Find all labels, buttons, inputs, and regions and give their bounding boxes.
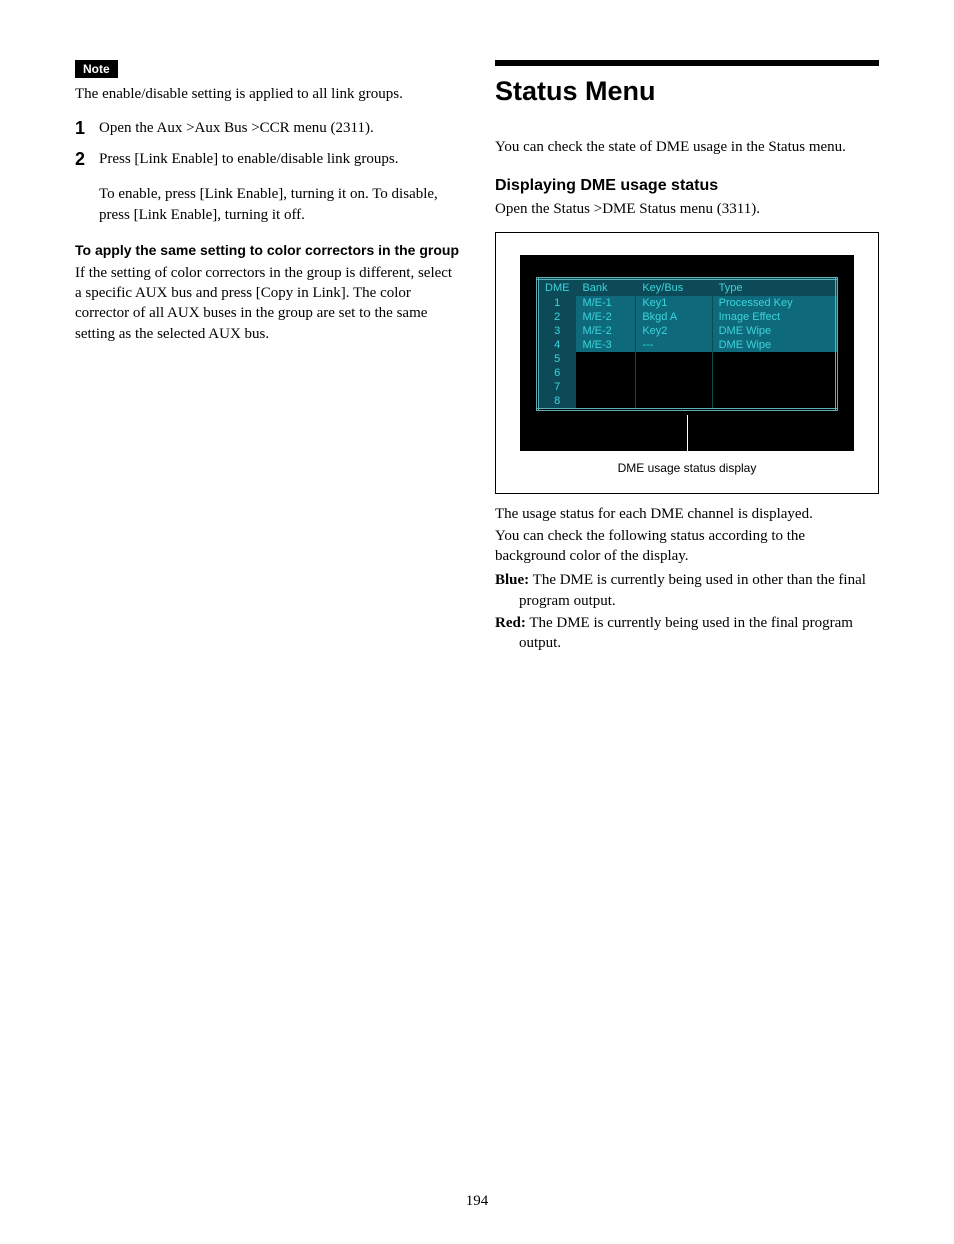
step-text: Open the Aux >Aux Bus >CCR menu (2311).: [99, 118, 459, 138]
def-term: Blue:: [495, 572, 529, 588]
cell-keybus: [636, 380, 712, 394]
cell-keybus: [636, 352, 712, 366]
cell-dme: 2: [538, 310, 576, 324]
cell-bank: M/E-2: [576, 324, 636, 338]
cell-type: DME Wipe: [712, 338, 836, 352]
cell-bank: [576, 394, 636, 410]
cell-keybus: Key1: [636, 296, 712, 310]
table-row: 4M/E-3---DME Wipe: [538, 338, 837, 352]
right-column: Status Menu You can check the state of D…: [495, 60, 879, 655]
sub-heading: To apply the same setting to color corre…: [75, 241, 459, 259]
def-term: Red:: [495, 615, 526, 631]
cell-dme: 6: [538, 366, 576, 380]
after-text-2: You can check the following status accor…: [495, 526, 879, 567]
cell-type: DME Wipe: [712, 324, 836, 338]
col-bank: Bank: [576, 278, 636, 296]
cell-type: [712, 394, 836, 410]
cell-type: Image Effect: [712, 310, 836, 324]
page-title: Status Menu: [495, 76, 879, 107]
cell-type: Processed Key: [712, 296, 836, 310]
col-type: Type: [712, 278, 836, 296]
def-body-inline: The DME is currently being used in the f…: [519, 615, 853, 651]
cell-dme: 5: [538, 352, 576, 366]
col-keybus: Key/Bus: [636, 278, 712, 296]
note-badge: Note: [75, 60, 118, 78]
cell-keybus: ---: [636, 338, 712, 352]
step-number: 1: [75, 118, 99, 139]
section-heading: Displaying DME usage status: [495, 177, 879, 195]
page-number: 194: [0, 1193, 954, 1210]
note-text: The enable/disable setting is applied to…: [75, 84, 459, 104]
cell-dme: 3: [538, 324, 576, 338]
cell-dme: 4: [538, 338, 576, 352]
table-row: 2M/E-2Bkgd AImage Effect: [538, 310, 837, 324]
figure-frame: DME Bank Key/Bus Type 1M/E-1Key1Processe…: [495, 232, 879, 494]
title-rule: [495, 60, 879, 66]
table-row: 6: [538, 366, 837, 380]
table-row: 5: [538, 352, 837, 366]
cell-keybus: Bkgd A: [636, 310, 712, 324]
step-text: Press [Link Enable] to enable/disable li…: [99, 149, 459, 169]
step-number: 2: [75, 149, 99, 170]
callout-line: [687, 415, 688, 451]
table-header-row: DME Bank Key/Bus Type: [538, 278, 837, 296]
cell-dme: 7: [538, 380, 576, 394]
cell-bank: M/E-1: [576, 296, 636, 310]
cell-bank: [576, 380, 636, 394]
cell-bank: M/E-2: [576, 310, 636, 324]
step-item: 1 Open the Aux >Aux Bus >CCR menu (2311)…: [75, 118, 459, 139]
col-dme: DME: [538, 278, 576, 296]
cell-keybus: [636, 394, 712, 410]
cell-dme: 8: [538, 394, 576, 410]
cell-type: [712, 352, 836, 366]
dme-screen: DME Bank Key/Bus Type 1M/E-1Key1Processe…: [520, 255, 854, 451]
cell-keybus: [636, 366, 712, 380]
table-row: 7: [538, 380, 837, 394]
step-sub-text: To enable, press [Link Enable], turning …: [99, 184, 459, 225]
figure-caption: DME usage status display: [520, 461, 854, 475]
definition-blue: Blue: The DME is currently being used in…: [495, 570, 879, 611]
after-text-1: The usage status for each DME channel is…: [495, 504, 879, 524]
step-list: 1 Open the Aux >Aux Bus >CCR menu (2311)…: [75, 118, 459, 170]
cell-bank: [576, 366, 636, 380]
table-row: 8: [538, 394, 837, 410]
cell-bank: M/E-3: [576, 338, 636, 352]
cell-keybus: Key2: [636, 324, 712, 338]
open-line: Open the Status >DME Status menu (3311).: [495, 199, 879, 219]
cell-bank: [576, 352, 636, 366]
intro-text: You can check the state of DME usage in …: [495, 137, 879, 157]
step-item: 2 Press [Link Enable] to enable/disable …: [75, 149, 459, 170]
table-row: 1M/E-1Key1Processed Key: [538, 296, 837, 310]
cell-dme: 1: [538, 296, 576, 310]
dme-status-table: DME Bank Key/Bus Type 1M/E-1Key1Processe…: [536, 277, 838, 411]
sub-body: If the setting of color correctors in th…: [75, 263, 459, 344]
definition-red: Red: The DME is currently being used in …: [495, 613, 879, 654]
cell-type: [712, 380, 836, 394]
table-row: 3M/E-2Key2DME Wipe: [538, 324, 837, 338]
cell-type: [712, 366, 836, 380]
def-body-inline: The DME is currently being used in other…: [519, 572, 866, 608]
left-column: Note The enable/disable setting is appli…: [75, 60, 459, 655]
